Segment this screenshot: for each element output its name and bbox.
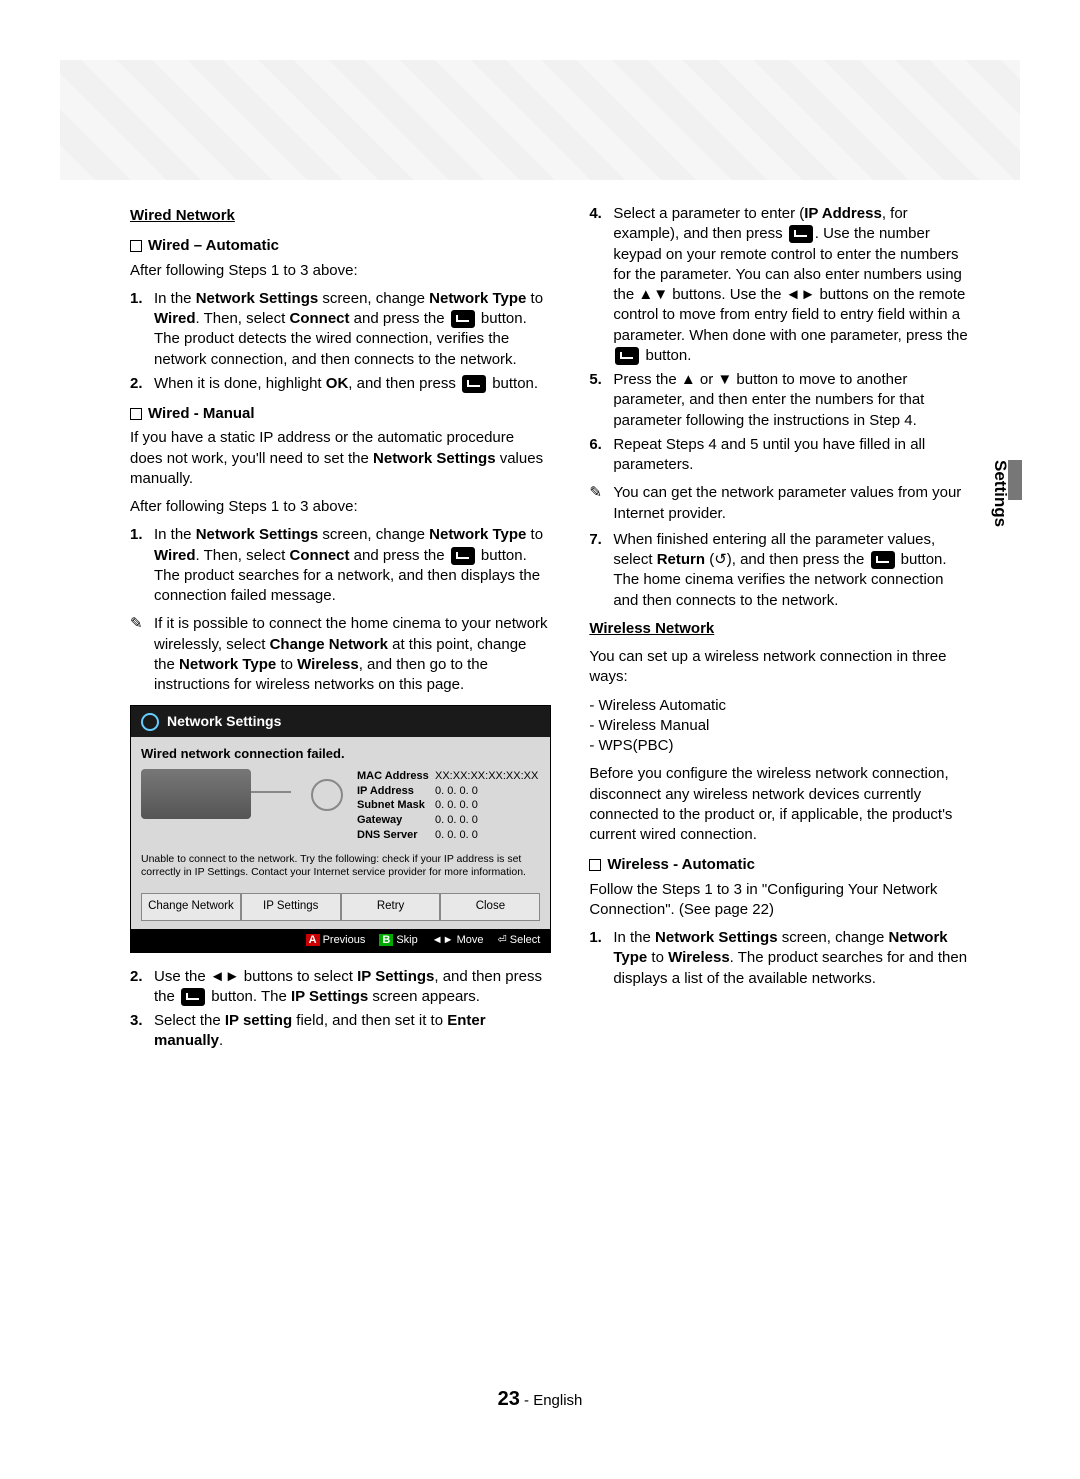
close-button[interactable]: Close — [440, 893, 540, 921]
enter-icon — [462, 375, 486, 393]
section-tab: Settings — [990, 460, 1010, 527]
wired-automatic-heading: Wired – Automatic — [130, 236, 549, 256]
network-settings-screenshot: Network Settings Wired network connectio… — [130, 705, 551, 952]
right-column: 4. Select a parameter to enter (IP Addre… — [589, 200, 970, 1060]
step-number: 5. — [589, 370, 613, 431]
text: You can set up a wireless network connec… — [589, 647, 970, 688]
step-text: When it is done, highlight OK, and then … — [154, 374, 549, 394]
text: After following Steps 1 to 3 above: — [130, 497, 549, 517]
list-item: Wireless Automatic — [589, 696, 970, 716]
ring-icon — [141, 713, 159, 731]
section-marker — [1008, 460, 1022, 500]
device-illustration — [141, 769, 251, 819]
step-text: When finished entering all the parameter… — [613, 530, 970, 611]
change-network-button[interactable]: Change Network — [141, 893, 241, 921]
step-number: 2. — [130, 374, 154, 394]
step-number: 6. — [589, 435, 613, 476]
step-text: Select the IP setting field, and then se… — [154, 1011, 549, 1052]
ip-settings-button[interactable]: IP Settings — [241, 893, 341, 921]
enter-icon — [871, 551, 895, 569]
enter-icon — [615, 347, 639, 365]
text: Follow the Steps 1 to 3 in "Configuring … — [589, 880, 970, 921]
enter-icon — [451, 547, 475, 565]
list-item: Wireless Manual — [589, 716, 970, 736]
network-info-table: MAC AddressXX:XX:XX:XX:XX:XX IP Address0… — [357, 769, 538, 843]
step-number: 3. — [130, 1011, 154, 1052]
step-text: In the Network Settings screen, change N… — [613, 928, 970, 989]
step-number: 2. — [130, 967, 154, 1008]
note: ✎ If it is possible to connect the home … — [130, 614, 549, 695]
wireless-network-heading: Wireless Network — [589, 619, 970, 639]
step-text: In the Network Settings screen, change N… — [154, 289, 549, 370]
dialog-footer: APrevious BSkip ◄► Move ⏎ Select — [131, 929, 550, 952]
step-text: Repeat Steps 4 and 5 until you have fill… — [613, 435, 970, 476]
text: Before you configure the wireless networ… — [589, 764, 970, 845]
enter-icon — [789, 225, 813, 243]
enter-icon — [451, 310, 475, 328]
note: ✎ You can get the network parameter valu… — [589, 483, 970, 524]
wired-manual-heading: Wired - Manual — [130, 404, 549, 424]
note-icon: ✎ — [589, 483, 613, 524]
wireless-methods-list: Wireless Automatic Wireless Manual WPS(P… — [589, 696, 970, 757]
step-number: 1. — [130, 289, 154, 370]
status-text: Wired network connection failed. — [141, 745, 540, 763]
enter-icon — [181, 988, 205, 1006]
step-text: Press the ▲ or ▼ button to move to anoth… — [613, 370, 970, 431]
text: If you have a static IP address or the a… — [130, 428, 549, 489]
warning-text: Unable to connect to the network. Try th… — [141, 853, 540, 879]
page-footer: 23 - English — [0, 1388, 1080, 1411]
dialog-title: Network Settings — [167, 712, 281, 731]
note-icon: ✎ — [130, 614, 154, 695]
wired-network-heading: Wired Network — [130, 206, 549, 226]
step-number: 4. — [589, 204, 613, 366]
step-text: In the Network Settings screen, change N… — [154, 525, 549, 606]
list-item: WPS(PBC) — [589, 736, 970, 756]
left-column: Wired Network Wired – Automatic After fo… — [130, 200, 549, 1060]
step-number: 1. — [130, 525, 154, 606]
globe-icon — [311, 779, 343, 811]
step-number: 7. — [589, 530, 613, 611]
retry-button[interactable]: Retry — [341, 893, 441, 921]
wireless-automatic-heading: Wireless - Automatic — [589, 855, 970, 875]
step-text: Select a parameter to enter (IP Address,… — [613, 204, 970, 366]
text: After following Steps 1 to 3 above: — [130, 261, 549, 281]
step-text: Use the ◄► buttons to select IP Settings… — [154, 967, 549, 1008]
step-number: 1. — [589, 928, 613, 989]
